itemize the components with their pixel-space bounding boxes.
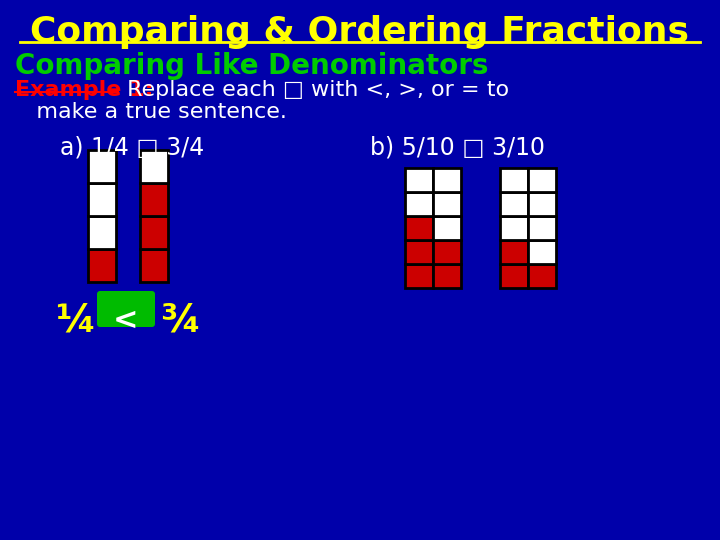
Bar <box>433 216 461 240</box>
Text: ¼: ¼ <box>55 302 95 340</box>
Bar <box>500 264 528 288</box>
Bar <box>405 216 433 240</box>
Bar <box>433 264 461 288</box>
Bar <box>500 192 528 216</box>
Bar <box>88 150 116 183</box>
Bar <box>528 264 556 288</box>
Bar <box>140 183 168 216</box>
Bar <box>433 240 461 264</box>
Bar <box>140 150 168 183</box>
Text: ¾: ¾ <box>160 302 200 340</box>
Text: <: < <box>113 306 139 335</box>
Bar <box>528 168 556 192</box>
Bar <box>140 249 168 282</box>
Bar <box>88 249 116 282</box>
Bar <box>88 216 116 249</box>
Bar <box>433 192 461 216</box>
Bar <box>405 240 433 264</box>
Text: Comparing & Ordering Fractions: Comparing & Ordering Fractions <box>30 15 690 49</box>
Text: b) 5/10 □ 3/10: b) 5/10 □ 3/10 <box>370 135 545 159</box>
Bar <box>500 168 528 192</box>
Bar <box>433 168 461 192</box>
Bar <box>140 216 168 249</box>
Bar <box>405 192 433 216</box>
Bar <box>88 183 116 216</box>
Text: make a true sentence.: make a true sentence. <box>15 102 287 122</box>
Bar <box>405 264 433 288</box>
Text: a) 1/4 □ 3/4: a) 1/4 □ 3/4 <box>60 135 204 159</box>
Bar <box>500 240 528 264</box>
Text: Example 1:: Example 1: <box>15 80 153 100</box>
Bar <box>528 240 556 264</box>
Bar <box>528 192 556 216</box>
Bar <box>528 216 556 240</box>
Text: Comparing Like Denominators: Comparing Like Denominators <box>15 52 488 80</box>
Text: Replace each □ with <, >, or = to: Replace each □ with <, >, or = to <box>120 80 509 100</box>
Bar <box>405 168 433 192</box>
Bar <box>500 216 528 240</box>
FancyBboxPatch shape <box>97 291 155 327</box>
